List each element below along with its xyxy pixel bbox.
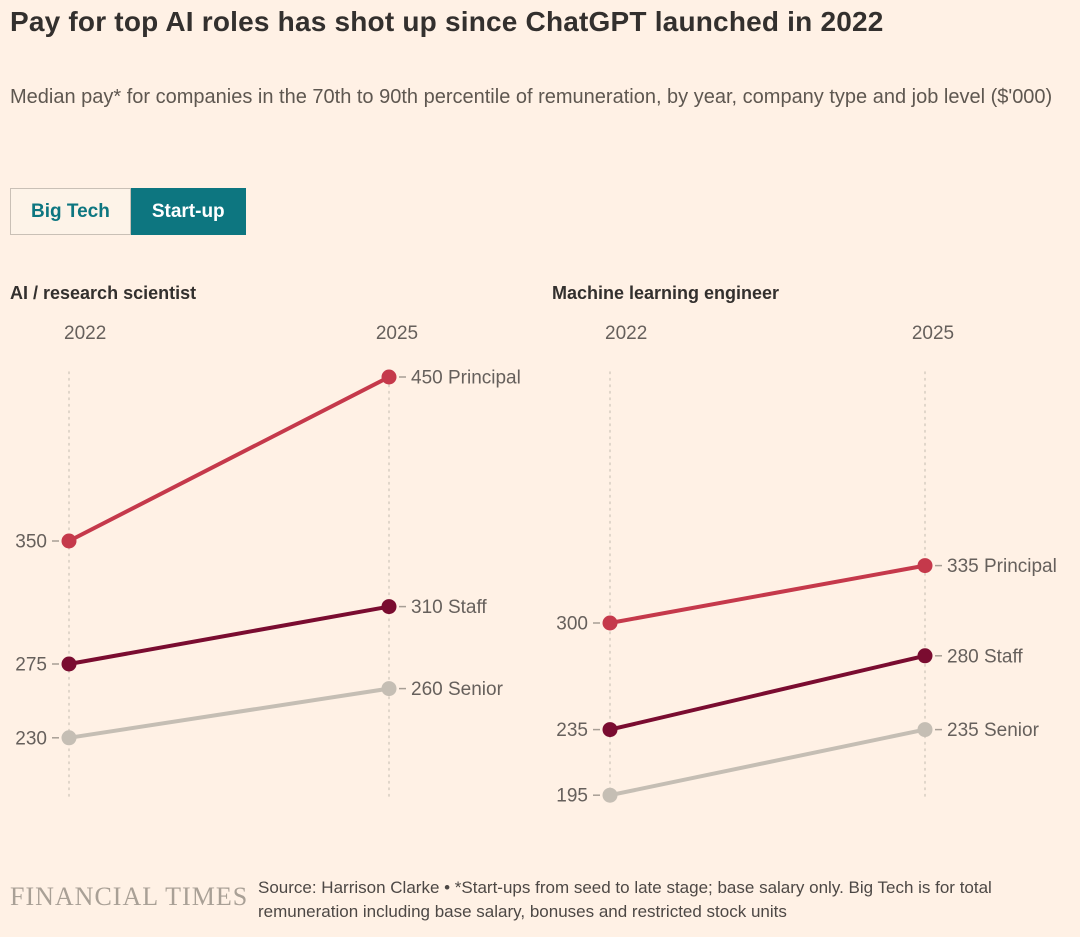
chart-panel-title: Machine learning engineer <box>552 283 780 303</box>
data-point-senior-2025 <box>381 681 397 697</box>
series-line-staff <box>67 604 391 666</box>
series-line-principal <box>608 563 927 625</box>
start-value-label-principal: 350 <box>15 532 47 553</box>
series-line-principal <box>67 375 391 543</box>
data-point-principal-2022 <box>602 615 618 631</box>
slope-chart-ai-research-scientist: AI / research scientist 2022 2025 350 450 P… <box>10 283 540 817</box>
data-point-senior-2025 <box>917 722 933 738</box>
data-point-staff-2022 <box>61 656 77 672</box>
data-point-senior-2022 <box>61 730 77 746</box>
start-value-label-principal: 300 <box>556 614 588 635</box>
end-value-label-senior: 260 Senior <box>411 679 504 700</box>
start-value-label-senior: 230 <box>15 728 47 749</box>
x-axis-label-2025: 2025 <box>376 323 418 344</box>
series-line-senior <box>67 686 391 740</box>
data-point-principal-2025 <box>381 369 397 385</box>
data-point-principal-2022 <box>61 533 77 549</box>
data-point-staff-2025 <box>381 599 397 615</box>
series-line-staff <box>608 653 927 732</box>
data-point-principal-2025 <box>917 558 933 574</box>
slope-chart-svg: 2022 2025 300 335 Principal 235 280 Staff 195 2… <box>556 323 1057 807</box>
x-axis-label-2022: 2022 <box>64 323 106 344</box>
source-note: Source: Harrison Clarke • *Start-ups fro… <box>258 878 992 921</box>
chart-title: Pay for top AI roles has shot up since C… <box>10 6 884 37</box>
series-line-senior <box>608 727 927 798</box>
toggle-big-tech-button[interactable]: Big Tech <box>10 188 131 235</box>
chart-panel-title: AI / research scientist <box>10 283 197 303</box>
chart-subtitle: Median pay* for companies in the 70th to… <box>10 86 1053 108</box>
end-value-label-principal: 450 Principal <box>411 368 521 389</box>
end-value-label-senior: 235 Senior <box>947 720 1040 741</box>
data-point-senior-2022 <box>602 787 618 803</box>
data-point-staff-2022 <box>602 722 618 738</box>
slope-chart-svg: 2022 2025 350 450 Principal 275 310 Staff 230 2… <box>15 323 521 800</box>
end-value-label-staff: 280 Staff <box>947 646 1023 667</box>
end-value-label-staff: 310 Staff <box>411 597 487 618</box>
financial-times-logo: FINANCIAL TIMES <box>10 882 249 911</box>
toggle-start-up-button[interactable]: Start-up <box>130 188 246 235</box>
data-point-staff-2025 <box>917 648 933 664</box>
company-type-toggle: Big Tech Start-up <box>10 188 246 235</box>
x-axis-label-2022: 2022 <box>605 323 647 344</box>
start-value-label-senior: 195 <box>556 786 588 807</box>
start-value-label-staff: 275 <box>15 655 47 676</box>
slope-chart-machine-learning-engineer: Machine learning engineer 2022 2025 300 335… <box>552 283 1080 817</box>
start-value-label-staff: 235 <box>556 720 588 741</box>
end-value-label-principal: 335 Principal <box>947 556 1057 577</box>
x-axis-label-2025: 2025 <box>912 323 954 344</box>
